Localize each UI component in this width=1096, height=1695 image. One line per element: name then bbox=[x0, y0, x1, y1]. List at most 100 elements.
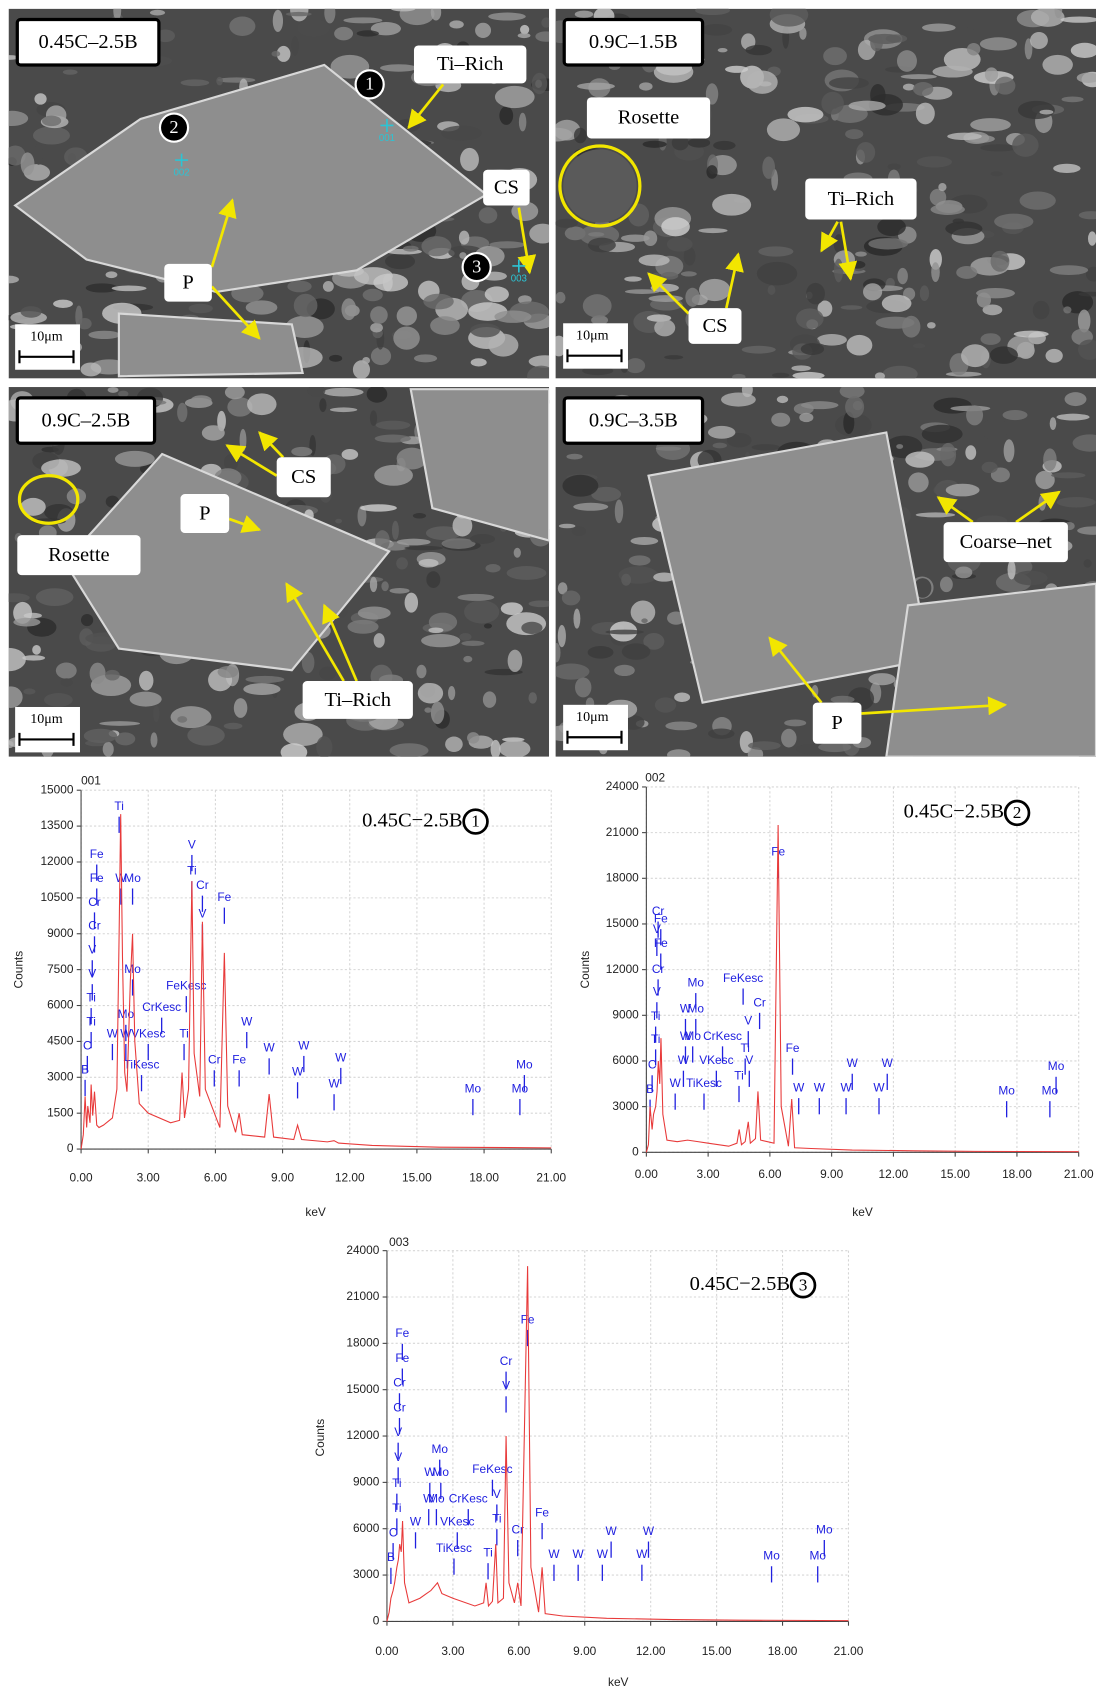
grain bbox=[1063, 306, 1071, 313]
y-tick-label: 15000 bbox=[606, 916, 639, 930]
x-tick-label: 18.00 bbox=[469, 1170, 499, 1184]
grain bbox=[575, 677, 591, 697]
grain bbox=[360, 504, 397, 511]
grain bbox=[575, 11, 593, 18]
grain bbox=[191, 395, 212, 405]
grain bbox=[555, 292, 565, 304]
annotation-number: 3 bbox=[799, 1275, 808, 1294]
x-tick-label: 6.00 bbox=[204, 1170, 228, 1184]
grain bbox=[430, 316, 460, 335]
grain bbox=[990, 346, 1018, 363]
grain bbox=[319, 398, 326, 412]
y-tick-label: 15000 bbox=[346, 1382, 379, 1396]
spectrum-chart: 0020300060009000120001500018000210002400… bbox=[578, 770, 1094, 1219]
grain bbox=[938, 183, 946, 191]
y-tick-label: 12000 bbox=[606, 962, 639, 976]
grain bbox=[913, 82, 933, 96]
grain bbox=[463, 656, 472, 662]
element-label: W bbox=[548, 1547, 560, 1561]
grain bbox=[685, 288, 699, 307]
scale-label: 10μm bbox=[576, 327, 609, 343]
grain bbox=[572, 526, 586, 535]
element-label: Mo bbox=[809, 1549, 826, 1563]
grain bbox=[507, 566, 547, 580]
grain bbox=[397, 306, 417, 325]
callout: CS bbox=[291, 466, 316, 488]
y-axis-label: Counts bbox=[578, 951, 592, 989]
grain bbox=[400, 3, 435, 25]
grain bbox=[362, 357, 370, 364]
y-tick-label: 3000 bbox=[47, 1069, 74, 1083]
grain bbox=[875, 372, 885, 379]
grain bbox=[108, 387, 119, 393]
x-tick-label: 6.00 bbox=[507, 1644, 531, 1658]
x-tick-label: 15.00 bbox=[940, 1167, 970, 1181]
grain bbox=[1050, 265, 1088, 275]
element-label: VKesc bbox=[699, 1053, 733, 1067]
element-label: W bbox=[292, 1065, 304, 1079]
grain bbox=[13, 618, 40, 627]
y-tick-label: 0 bbox=[373, 1614, 380, 1628]
grain bbox=[348, 620, 379, 634]
grain bbox=[329, 355, 342, 362]
element-label: C bbox=[648, 1058, 657, 1072]
element-label: Cr bbox=[393, 1376, 406, 1390]
grain bbox=[1039, 110, 1053, 115]
element-label: Mo bbox=[684, 1029, 701, 1043]
grain bbox=[494, 310, 531, 322]
grain bbox=[1062, 96, 1084, 102]
grain bbox=[641, 618, 647, 623]
grain bbox=[499, 106, 513, 125]
grain bbox=[217, 77, 255, 82]
grain bbox=[701, 24, 732, 36]
grain bbox=[323, 388, 363, 397]
grain bbox=[639, 82, 653, 90]
grain bbox=[431, 702, 444, 725]
grain bbox=[247, 393, 277, 415]
grain bbox=[484, 623, 492, 628]
element-label: W bbox=[264, 1041, 276, 1055]
spectrum-chart: 0030300060009000120001500018000210002400… bbox=[313, 1235, 864, 1689]
element-label: W bbox=[573, 1547, 585, 1561]
x-tick-label: 18.00 bbox=[1002, 1167, 1032, 1181]
grain bbox=[385, 254, 415, 270]
grain bbox=[901, 74, 937, 79]
scale-label: 10μm bbox=[30, 329, 63, 345]
grain bbox=[643, 141, 667, 148]
grain bbox=[1053, 164, 1080, 173]
grain bbox=[529, 224, 556, 244]
x-axis-label: keV bbox=[608, 1675, 629, 1689]
micrograph-label: 0.45C–2.5B bbox=[38, 31, 137, 53]
grain bbox=[518, 33, 531, 38]
grain bbox=[961, 344, 989, 367]
grain bbox=[370, 410, 377, 425]
spot-label: 001 bbox=[379, 133, 395, 144]
grain bbox=[664, 355, 683, 359]
grain bbox=[21, 306, 42, 318]
grain bbox=[431, 4, 441, 20]
grain bbox=[1055, 2, 1063, 18]
grain bbox=[390, 588, 410, 594]
grain bbox=[414, 354, 437, 362]
x-tick-label: 15.00 bbox=[402, 1170, 432, 1184]
grain bbox=[742, 382, 753, 397]
element-label: FeKesc bbox=[723, 971, 763, 985]
grain bbox=[271, 51, 280, 57]
grain bbox=[868, 673, 895, 685]
grain bbox=[745, 45, 771, 55]
spectrum bbox=[646, 825, 1078, 1152]
grain bbox=[770, 3, 809, 27]
grain bbox=[23, 688, 35, 694]
grain bbox=[847, 335, 873, 356]
grain bbox=[34, 143, 43, 165]
y-tick-label: 0 bbox=[632, 1144, 639, 1158]
grain bbox=[922, 24, 956, 32]
grain bbox=[573, 503, 608, 511]
element-label: W bbox=[847, 1056, 859, 1070]
callout: Rosette bbox=[48, 544, 110, 566]
grain bbox=[577, 83, 615, 90]
spectrum bbox=[387, 1266, 849, 1621]
grain bbox=[931, 262, 940, 282]
x-tick-label: 21.00 bbox=[834, 1644, 864, 1658]
grain bbox=[343, 17, 382, 23]
